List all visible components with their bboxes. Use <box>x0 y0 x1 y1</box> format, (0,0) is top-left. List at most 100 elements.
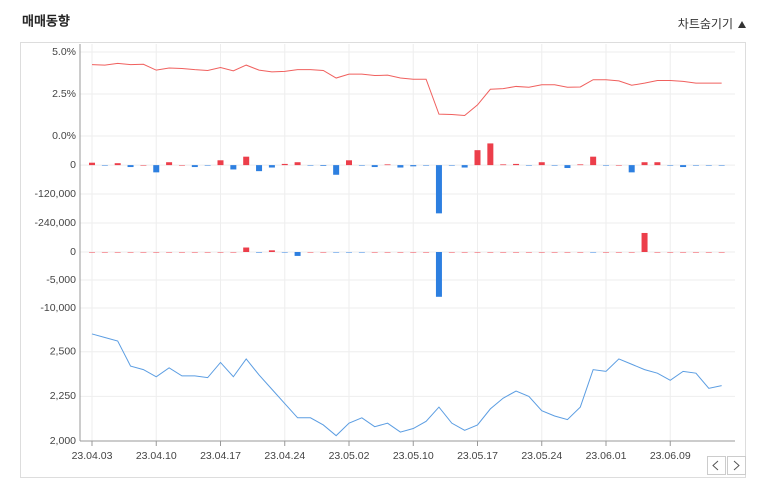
bar <box>423 165 430 166</box>
bar <box>166 252 173 253</box>
bar <box>101 165 108 166</box>
bar <box>641 162 648 166</box>
bar <box>140 252 147 253</box>
bar <box>423 252 430 253</box>
bar <box>204 165 211 166</box>
bar <box>667 252 674 253</box>
bar <box>628 165 635 173</box>
bar <box>654 252 661 253</box>
x-tick-label: 23.05.10 <box>393 450 434 462</box>
bar <box>397 165 404 168</box>
bar <box>435 165 442 214</box>
bar <box>320 252 327 253</box>
bar <box>641 232 648 252</box>
x-tick-label: 23.05.02 <box>329 450 370 462</box>
bar <box>564 165 571 169</box>
bar <box>410 165 417 167</box>
bar <box>346 252 352 253</box>
bar <box>654 162 661 166</box>
bar <box>384 252 391 253</box>
section-title: 매매동향 <box>22 13 70 28</box>
bar <box>268 165 275 168</box>
bar <box>538 162 545 166</box>
bar <box>333 165 340 175</box>
bar <box>564 252 571 253</box>
bar <box>281 252 288 253</box>
bar <box>114 252 121 253</box>
bar <box>705 252 712 253</box>
x-tick-label: 23.05.17 <box>457 450 498 462</box>
y-tick-label: 2,000 <box>50 435 76 447</box>
bar <box>590 252 597 253</box>
bar <box>307 165 314 166</box>
bar <box>538 252 545 253</box>
bar <box>89 252 95 253</box>
chart-frame <box>20 42 746 478</box>
x-tick-label: 23.04.10 <box>136 450 177 462</box>
bar <box>577 164 584 166</box>
y-tick-label: 0 <box>70 246 76 258</box>
bar <box>615 252 622 253</box>
bar <box>358 252 365 253</box>
bar <box>256 165 263 172</box>
bar <box>628 252 635 253</box>
bar <box>718 252 725 253</box>
bar <box>397 252 404 253</box>
bar <box>127 165 134 168</box>
bar <box>692 165 699 166</box>
bar <box>680 165 687 168</box>
bar <box>89 162 95 166</box>
bar <box>615 165 622 166</box>
bar <box>487 252 494 253</box>
y-tick-label: 2.5% <box>52 88 76 100</box>
bar <box>551 252 558 253</box>
line <box>91 62 722 117</box>
bar <box>101 252 108 253</box>
bar <box>474 252 481 253</box>
bar <box>333 252 340 253</box>
bar <box>461 252 468 253</box>
bar <box>692 252 699 253</box>
y-tick-label: 2,250 <box>50 390 76 402</box>
x-tick-label: 23.06.01 <box>586 450 627 462</box>
y-tick-label: -5,000 <box>46 274 76 286</box>
bar <box>127 252 134 253</box>
bar <box>435 252 442 297</box>
bar <box>191 165 198 168</box>
y-tick-label: -240,000 <box>35 217 77 229</box>
y-tick-label: -120,000 <box>35 188 77 200</box>
bar <box>307 252 314 253</box>
bar <box>667 165 674 166</box>
next-button[interactable] <box>727 456 746 475</box>
bar <box>718 165 725 166</box>
y-tick-label: 0 <box>70 159 76 171</box>
bar <box>294 162 301 166</box>
bar <box>178 165 185 166</box>
y-tick-label: 5.0% <box>52 46 76 58</box>
bar <box>680 252 687 253</box>
bar <box>166 162 173 166</box>
bar <box>448 252 455 253</box>
bar <box>294 252 301 256</box>
chart-toggle[interactable]: 차트숨기기 <box>678 17 733 31</box>
bar <box>371 165 378 168</box>
prev-icon[interactable] <box>712 460 719 471</box>
bar <box>705 165 712 166</box>
bar <box>191 252 198 253</box>
y-tick-label: 2,500 <box>50 346 76 358</box>
bar <box>500 164 507 166</box>
bar <box>551 165 558 166</box>
bar <box>358 165 365 166</box>
bar <box>590 156 597 166</box>
y-tick-label: 0.0% <box>52 130 76 142</box>
line <box>91 333 722 437</box>
bar <box>217 252 224 253</box>
bar <box>577 252 584 253</box>
bar <box>281 163 288 166</box>
bar <box>500 252 507 253</box>
toggle-icon[interactable] <box>738 21 746 28</box>
bar <box>474 150 481 166</box>
bar <box>320 165 327 166</box>
next-icon[interactable] <box>733 460 740 471</box>
prev-button[interactable] <box>707 456 726 475</box>
